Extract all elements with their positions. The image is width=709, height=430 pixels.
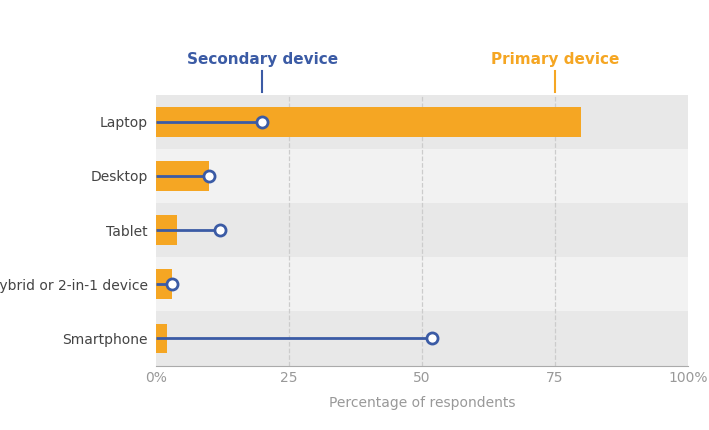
Bar (156, 149, 688, 203)
X-axis label: Percentage of respondents: Percentage of respondents (328, 396, 515, 410)
Bar (156, 161, 209, 191)
Text: Secondary device: Secondary device (186, 52, 338, 67)
Bar (156, 203, 688, 257)
Bar (156, 107, 581, 137)
Bar (156, 311, 688, 366)
Bar (156, 323, 167, 353)
Bar (156, 257, 688, 311)
Bar (156, 95, 688, 149)
Text: Primary device: Primary device (491, 52, 619, 67)
Bar (156, 269, 172, 299)
Bar (156, 215, 177, 245)
